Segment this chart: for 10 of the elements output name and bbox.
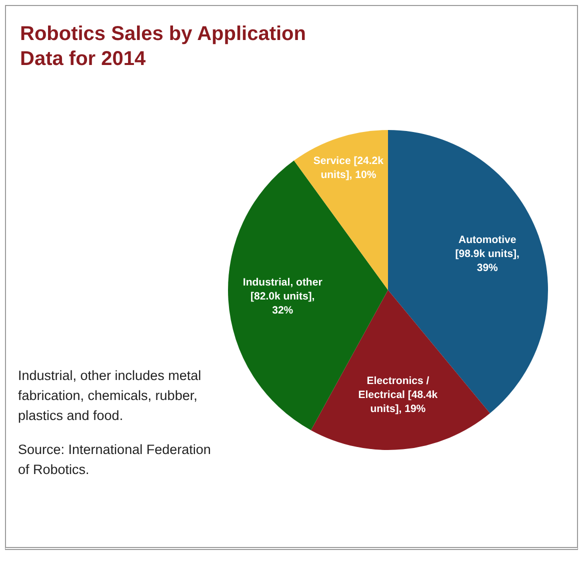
slice-label: Electronics / Electrical [48.4k units], 19% — [358, 375, 438, 416]
chart-title: Robotics Sales by Application — [20, 22, 306, 47]
chart-subtitle: Data for 2014 — [20, 47, 147, 72]
slice-label: Industrial, other — [242, 276, 322, 289]
source-note: Source: International Federation of Robotics. — [18, 441, 212, 479]
slice-label: Service [24.2k units], 10% — [313, 155, 384, 182]
text: Industrial, other includes metal fabrication, chemicals, rubber, plastics and food. — [18, 367, 202, 425]
data-label: [82.0k units], 32% — [250, 290, 315, 317]
data-label: [98.9k units], 39% — [455, 248, 520, 274]
slice-label: Automotive — [458, 234, 516, 246]
